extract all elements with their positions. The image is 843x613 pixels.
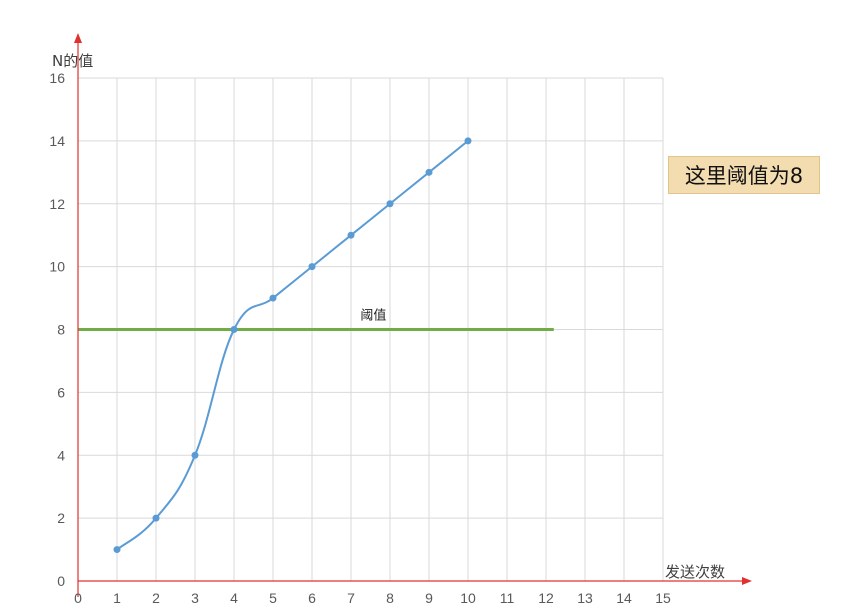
- data-point: [425, 168, 433, 176]
- y-tick-label: 14: [49, 133, 65, 149]
- x-tick-label: 4: [230, 590, 238, 606]
- x-tick-label: 13: [577, 590, 593, 606]
- y-axis-arrow: [74, 33, 82, 43]
- x-tick-label: 8: [386, 590, 394, 606]
- x-tick-label: 1: [113, 590, 121, 606]
- x-tick-label: 2: [152, 590, 160, 606]
- x-tick-label: 11: [500, 590, 515, 606]
- data-point: [308, 263, 316, 271]
- data-point: [152, 514, 160, 522]
- x-tick-label: 12: [538, 590, 554, 606]
- threshold-note: 这里阈值为8: [668, 156, 820, 194]
- x-tick-label: 10: [460, 590, 476, 606]
- data-point: [347, 231, 355, 239]
- x-tick-label: 15: [655, 590, 671, 606]
- threshold-note-text: 这里阈值为8: [684, 164, 804, 188]
- grid-lines: [78, 77, 664, 581]
- x-tick-label: 3: [191, 590, 199, 606]
- data-point: [464, 137, 472, 145]
- y-tick-label: 4: [57, 447, 65, 463]
- series-group: [113, 137, 472, 554]
- x-tick-label: 14: [616, 590, 632, 606]
- y-tick-label: 10: [49, 259, 65, 275]
- y-tick-label: 16: [49, 70, 65, 86]
- y-tick-label: 12: [49, 196, 65, 212]
- data-point: [191, 451, 199, 459]
- axes-group: [74, 33, 752, 597]
- data-point: [113, 546, 121, 554]
- x-tick-label: 7: [347, 590, 355, 606]
- data-point: [230, 326, 238, 333]
- x-axis-label: 发送次数: [665, 563, 725, 581]
- x-tick-label: 0: [74, 590, 82, 606]
- y-tick-label: 0: [57, 573, 65, 589]
- series-line: [116, 140, 469, 551]
- x-tick-label: 5: [269, 590, 277, 606]
- x-tick-label: 6: [308, 590, 316, 606]
- data-point: [386, 200, 394, 208]
- y-axis-label: N的值: [52, 52, 93, 70]
- x-axis-arrow: [742, 577, 752, 585]
- threshold-label: 阈值: [360, 308, 386, 324]
- y-tick-label: 8: [57, 322, 65, 338]
- data-point: [269, 294, 277, 302]
- x-tick-label: 9: [425, 590, 433, 606]
- y-tick-label: 2: [57, 510, 65, 526]
- y-tick-label: 6: [57, 384, 65, 400]
